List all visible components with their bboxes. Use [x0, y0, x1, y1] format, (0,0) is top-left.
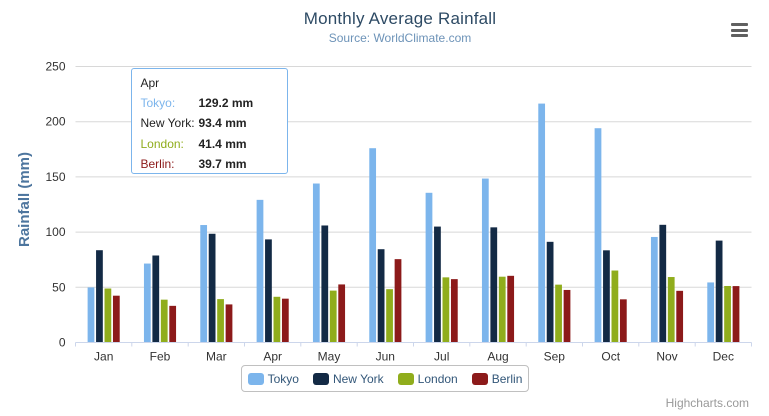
svg-text:Jan: Jan [94, 350, 113, 364]
svg-text:Jul: Jul [434, 350, 449, 364]
svg-text:150: 150 [45, 170, 65, 184]
svg-text:100: 100 [45, 225, 65, 239]
svg-text:Mar: Mar [206, 350, 227, 364]
svg-text:Nov: Nov [656, 350, 677, 364]
svg-text:200: 200 [45, 115, 65, 129]
svg-text:250: 250 [45, 60, 65, 74]
svg-text:Aug: Aug [487, 350, 508, 364]
svg-text:May: May [318, 350, 341, 364]
svg-text:Apr: Apr [263, 350, 282, 364]
svg-text:Jun: Jun [376, 350, 395, 364]
svg-text:Oct: Oct [601, 350, 620, 364]
svg-text:Sep: Sep [544, 350, 566, 364]
svg-text:0: 0 [59, 336, 66, 350]
svg-text:Feb: Feb [150, 350, 171, 364]
svg-text:Dec: Dec [713, 350, 734, 364]
svg-text:50: 50 [52, 280, 66, 294]
